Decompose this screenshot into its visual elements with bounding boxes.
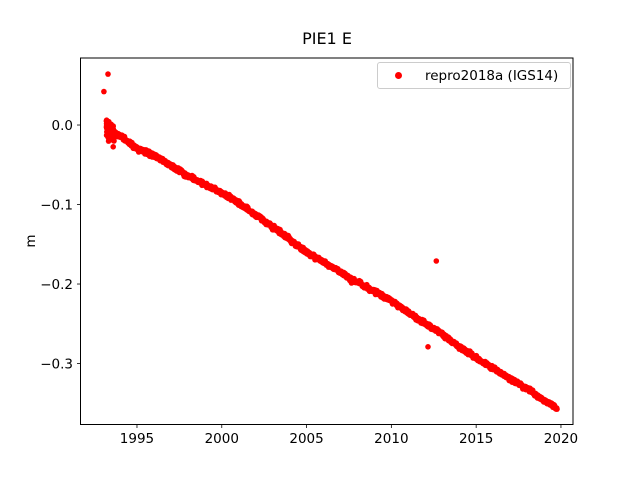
x-tick-label: 2015	[459, 431, 493, 447]
x-tick-label: 1995	[120, 431, 154, 447]
x-tick-label: 2005	[289, 431, 323, 447]
outlier-point	[101, 88, 107, 95]
outlier-point	[425, 344, 431, 350]
y-tick-label: −0.3	[40, 356, 73, 372]
x-tick-label: 2010	[374, 431, 408, 447]
outlier-point	[105, 71, 111, 77]
outlier-point	[433, 258, 440, 264]
x-tick-label: 2020	[544, 431, 578, 447]
chart-title: PIE1 E	[302, 29, 352, 48]
legend-label: repro2018a (IGS14)	[425, 67, 559, 84]
axes-spines	[80, 57, 574, 425]
legend: repro2018a (IGS14)	[377, 62, 571, 89]
scatter-series	[101, 71, 560, 412]
y-tick-label: 0.0	[52, 118, 73, 134]
y-tick-label: −0.1	[40, 197, 73, 213]
y-axis-label: m	[23, 234, 39, 248]
y-tick-label: −0.2	[40, 277, 73, 293]
x-tick-label: 2000	[205, 431, 239, 447]
legend-marker-icon	[395, 72, 402, 79]
